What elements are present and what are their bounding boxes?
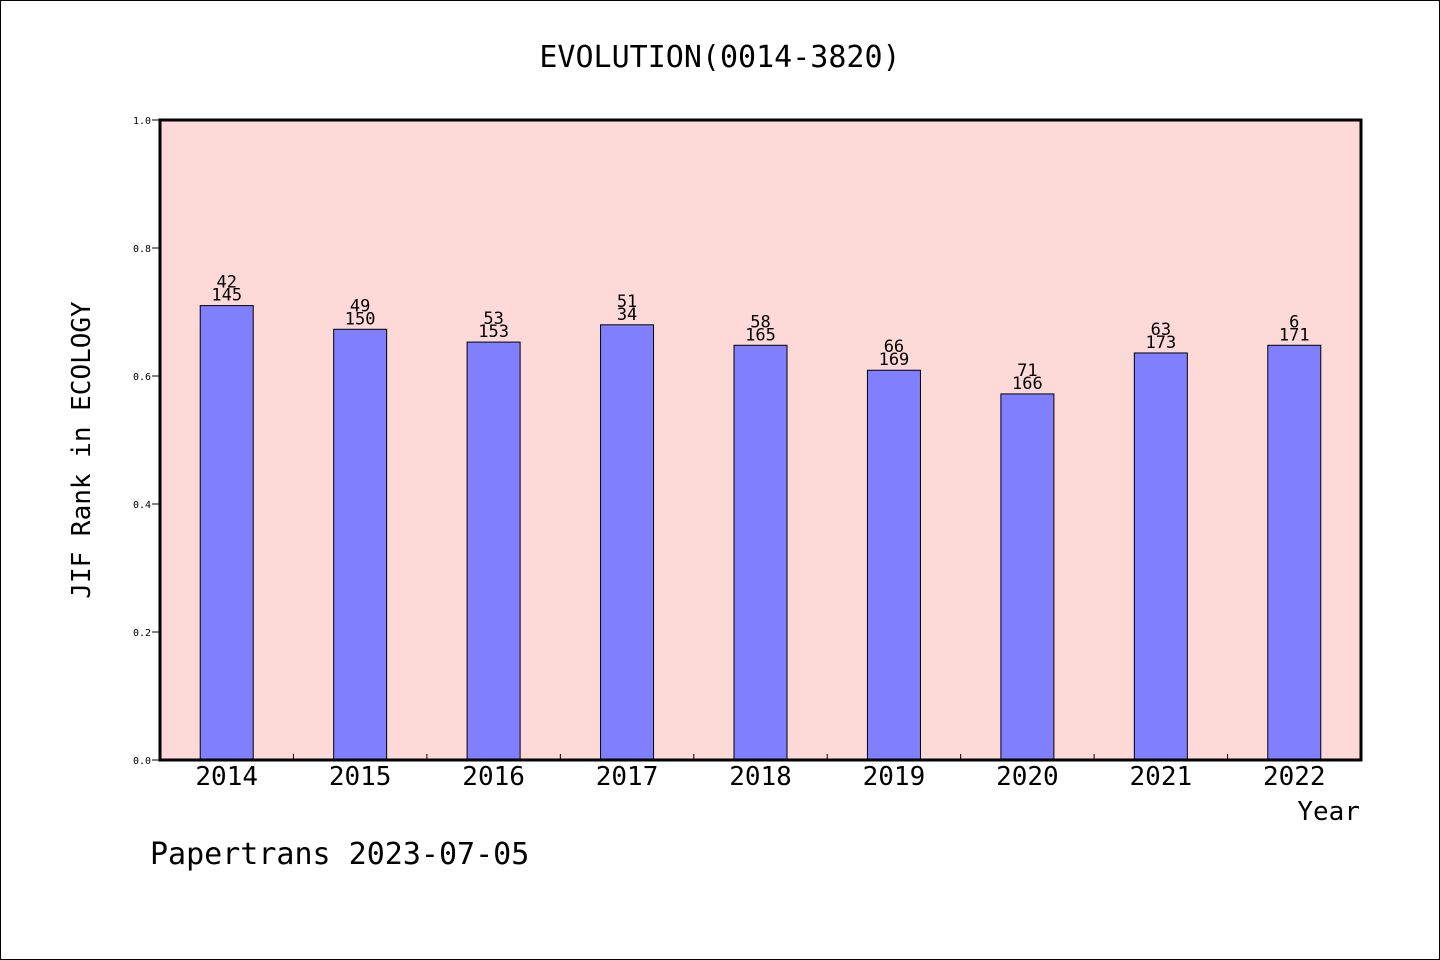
x-tick-label: 2019 (863, 762, 926, 792)
bar-total-label: 173 (1145, 333, 1176, 353)
y-tick-label: 0.0 (133, 756, 151, 767)
bar-2022 (1267, 344, 1322, 761)
bar-rank-label: 66 (884, 337, 904, 357)
x-tick-label: 2015 (329, 762, 392, 792)
x-tick-label: 2016 (462, 762, 525, 792)
y-tick-label: 0.6 (133, 372, 151, 383)
y-axis-label: JIF Rank in ECOLOGY (67, 301, 97, 599)
x-tick-label: 2018 (729, 762, 792, 792)
x-tick-label: 2020 (996, 762, 1059, 792)
bar-rank-label: 58 (750, 312, 770, 332)
y-tick-label: 0.4 (133, 500, 151, 511)
bar-rank-label: 42 (216, 273, 236, 293)
bar-2018 (733, 344, 788, 761)
bar-2019 (866, 369, 921, 761)
x-tick-label: 2014 (195, 762, 258, 792)
x-tick-label: 2017 (596, 762, 659, 792)
bar-total-label: 166 (1012, 374, 1043, 394)
bar-rank-label: 51 (617, 292, 637, 312)
chart-title: EVOLUTION(0014-3820) (539, 40, 900, 75)
bar-rank-label: 71 (1017, 361, 1037, 381)
footer-credit: Papertrans 2023-07-05 (150, 837, 529, 872)
bar-rank-label: 49 (350, 296, 370, 316)
plot-border (158, 118, 1363, 762)
y-tick-label: 1.0 (133, 116, 151, 127)
bar-total-label: 165 (745, 325, 776, 345)
bar-2020 (1000, 393, 1055, 761)
bar-total-label: 145 (211, 286, 242, 306)
bar-rank-label: 63 (1151, 320, 1171, 340)
bar-total-label: 150 (345, 309, 376, 329)
bar-total-label: 34 (617, 305, 637, 325)
x-tick-label: 2022 (1263, 762, 1326, 792)
x-axis-label: Year (1297, 797, 1360, 827)
bar-total-label: 169 (879, 350, 910, 370)
bar-2021 (1133, 352, 1188, 761)
bar-2017 (600, 324, 655, 761)
bar-total-label: 153 (478, 322, 509, 342)
bar-2014 (199, 305, 254, 761)
bar-rank-label: 53 (483, 309, 503, 329)
bar-total-label: 171 (1279, 325, 1310, 345)
y-tick-label: 0.8 (133, 244, 151, 255)
bar-2015 (333, 328, 388, 761)
y-tick-label: 0.2 (133, 628, 151, 639)
bar-rank-label: 6 (1289, 312, 1299, 332)
bar-2016 (466, 341, 521, 761)
x-tick-label: 2021 (1130, 762, 1193, 792)
